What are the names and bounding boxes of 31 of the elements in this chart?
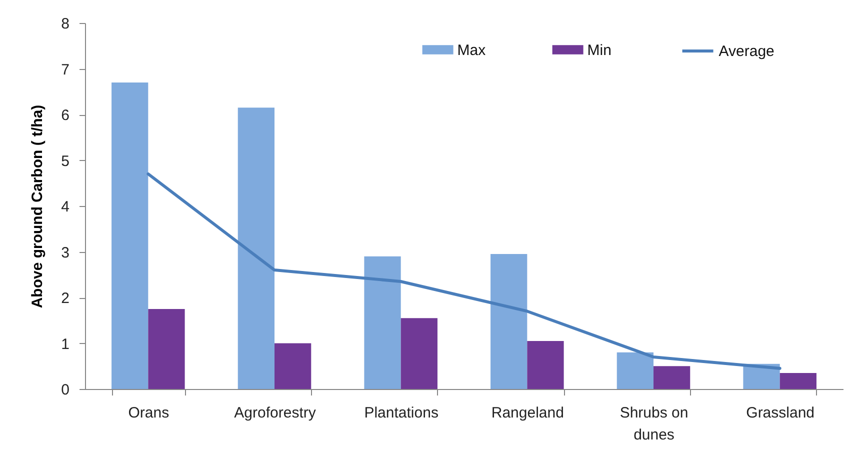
y-axis-title: Above ground Carbon ( t/ha) — [29, 104, 46, 308]
bar — [400, 318, 438, 389]
bar — [274, 343, 312, 389]
legend-label: Max — [457, 42, 486, 59]
x-tick-label: Orans — [128, 404, 170, 422]
y-tick-label: 2 — [61, 290, 70, 307]
y-tick-label: 3 — [61, 244, 70, 262]
bar — [654, 366, 690, 389]
x-tick-label: Rangeland — [491, 404, 564, 422]
bar — [364, 256, 401, 389]
y-tick-label: 6 — [61, 107, 70, 124]
bar — [780, 372, 816, 389]
y-tick-label: 5 — [61, 152, 70, 170]
x-tick-label: Plantations — [364, 404, 438, 422]
legend-label: Min — [587, 42, 612, 59]
bar — [527, 340, 564, 389]
bar — [490, 254, 528, 389]
bar — [238, 108, 274, 389]
bar — [148, 308, 185, 389]
x-tick-label: Agroforestry — [234, 404, 316, 422]
x-tick-label: Shrubs on dunes — [620, 404, 688, 444]
y-tick-label: 7 — [61, 61, 70, 78]
line-series — [146, 172, 782, 370]
legend-label: Average — [718, 43, 774, 60]
y-tick-label: 1 — [61, 336, 70, 353]
y-tick-label: 0 — [61, 382, 70, 398]
x-tick-label: Grassland — [746, 404, 815, 422]
bar — [616, 352, 654, 389]
y-tick-label: 4 — [61, 198, 70, 216]
y-tick-label: 8 — [61, 16, 70, 32]
bar — [112, 82, 148, 389]
